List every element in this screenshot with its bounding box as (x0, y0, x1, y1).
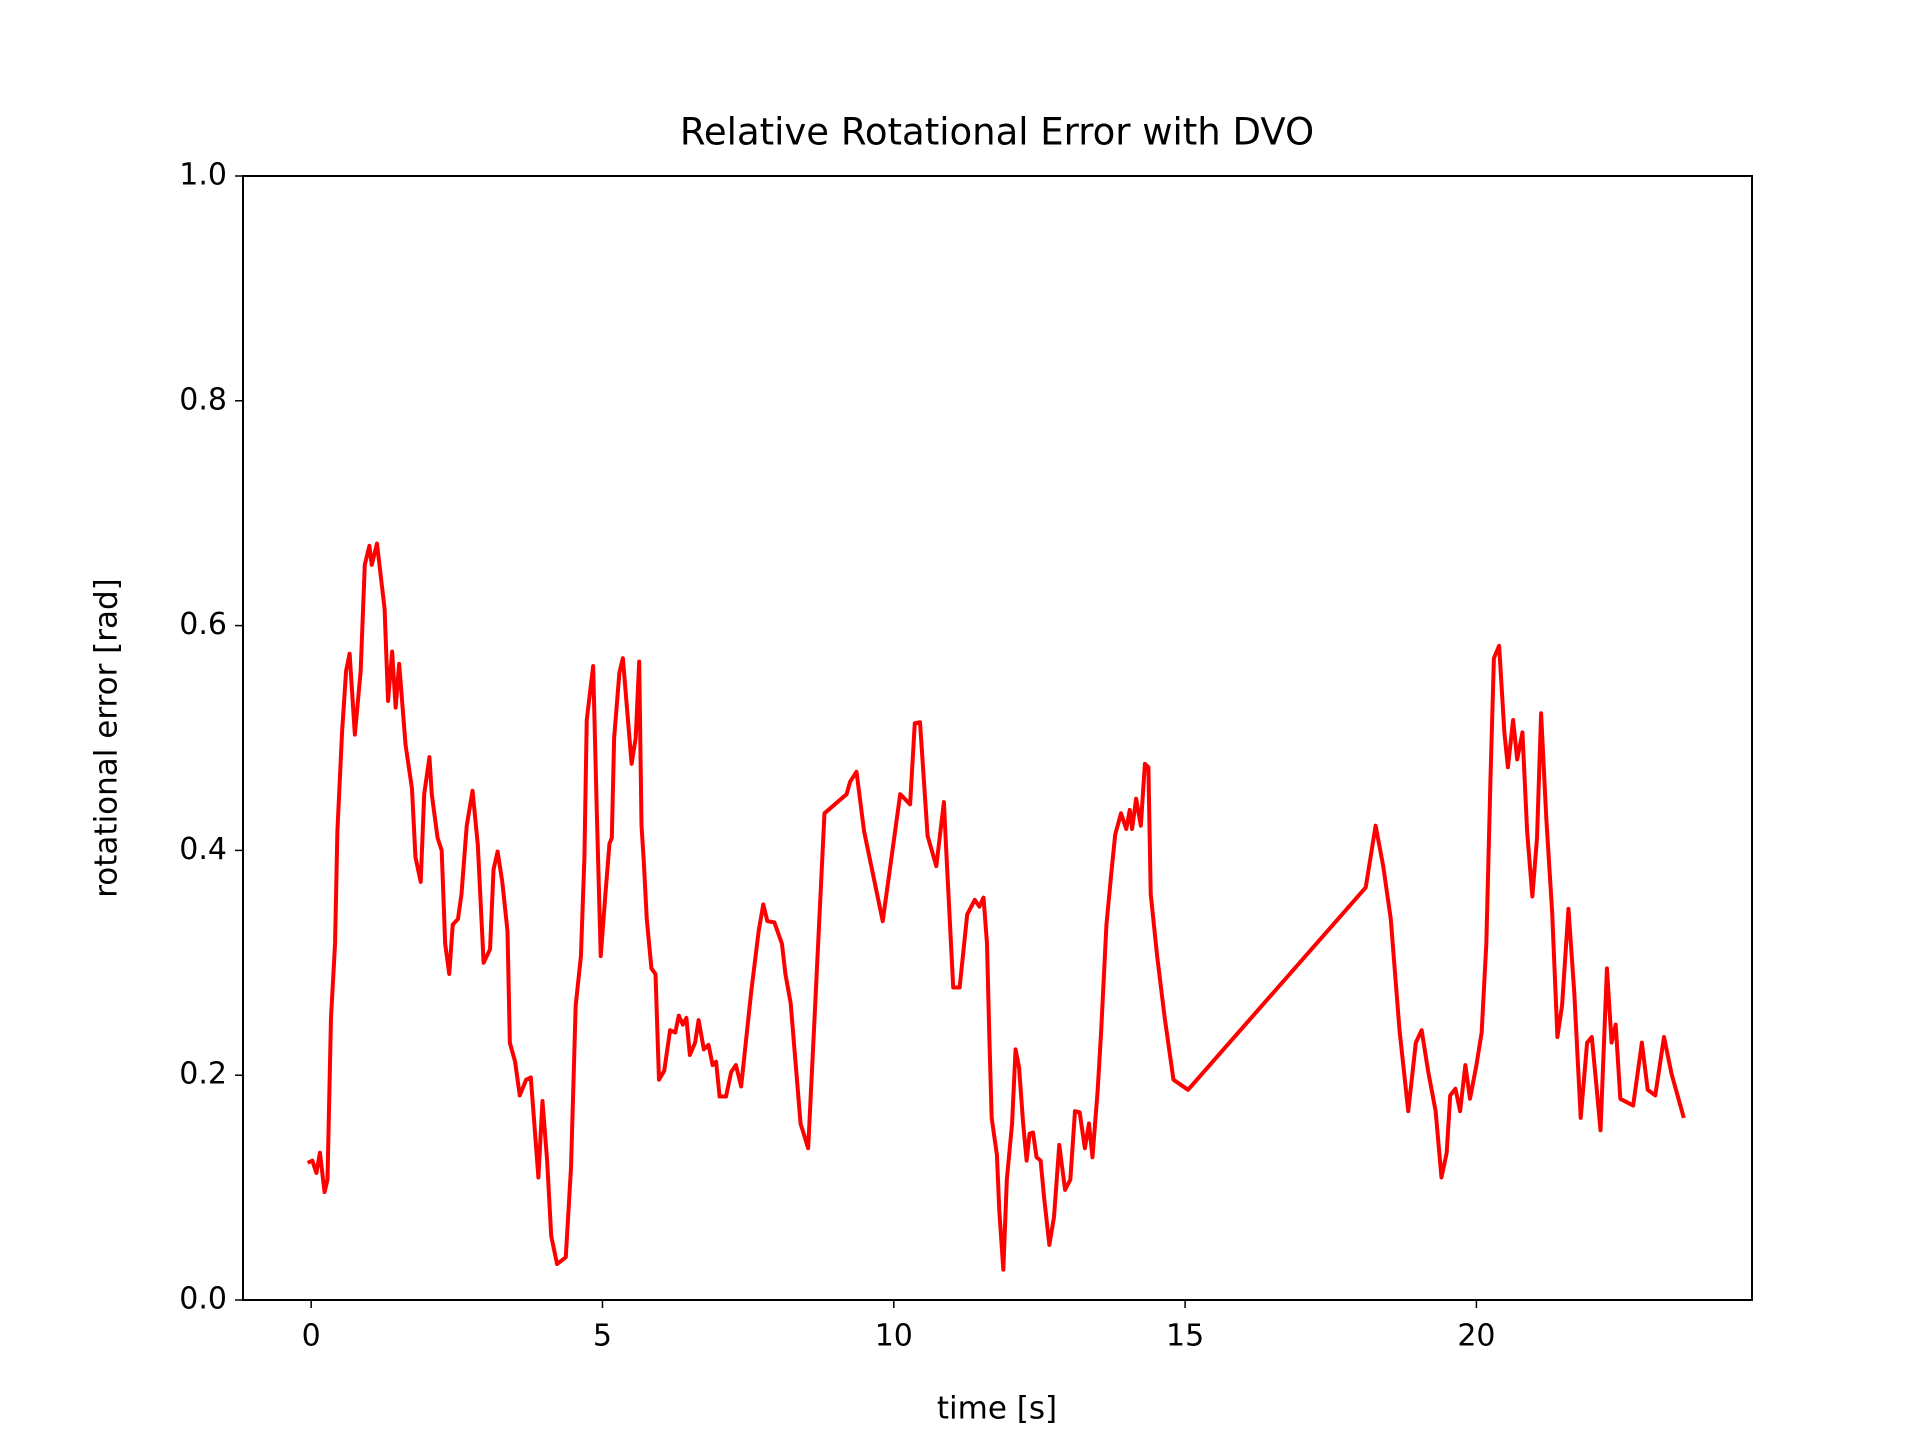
plot-frame (242, 175, 1753, 1301)
x-tick-label: 5 (593, 1319, 612, 1354)
x-tick-label: 20 (1457, 1319, 1495, 1354)
x-axis-label: time [s] (937, 1391, 1057, 1427)
y-tick-label: 0.6 (179, 607, 227, 642)
x-tick-label: 0 (302, 1319, 321, 1354)
y-tick-label: 0.8 (179, 382, 227, 417)
y-axis-label: rotational error [rad] (89, 578, 125, 898)
chart-title: Relative Rotational Error with DVO (680, 111, 1314, 154)
y-tick-label: 1.0 (179, 158, 227, 193)
y-tick-label: 0.0 (179, 1282, 227, 1317)
x-tick-label: 15 (1166, 1319, 1204, 1354)
x-tick-label: 10 (875, 1319, 913, 1354)
data-line (306, 541, 1686, 1272)
y-tick-label: 0.4 (179, 832, 227, 867)
y-tick-label: 0.2 (179, 1057, 227, 1092)
